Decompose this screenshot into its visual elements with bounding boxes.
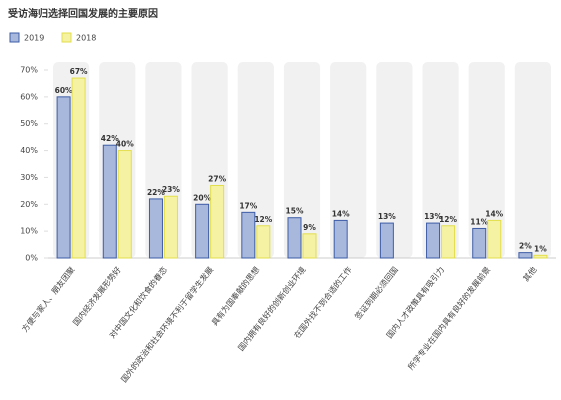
bar bbox=[102, 144, 117, 259]
x-tick-label: 其他 bbox=[521, 265, 539, 284]
value-label: 14% bbox=[485, 209, 503, 218]
x-tick-label: 国内经济发展形势好 bbox=[71, 265, 123, 328]
bar bbox=[163, 195, 178, 259]
value-label: 22% bbox=[147, 188, 165, 197]
legend-swatch bbox=[9, 32, 20, 43]
column-background bbox=[330, 62, 367, 258]
value-label: 13% bbox=[378, 212, 396, 221]
value-label: 17% bbox=[239, 201, 257, 210]
x-tick-label: 签证到期必须回国 bbox=[353, 265, 400, 322]
column-background bbox=[514, 62, 551, 258]
column-background bbox=[237, 62, 274, 258]
bar bbox=[472, 227, 487, 259]
y-tick-label: 20% bbox=[20, 200, 38, 209]
bar bbox=[117, 150, 132, 259]
y-tick-label: 70% bbox=[20, 66, 38, 75]
value-label: 67% bbox=[70, 67, 88, 76]
bar bbox=[287, 217, 302, 259]
y-tick-label: 10% bbox=[20, 227, 38, 236]
value-label: 27% bbox=[208, 174, 226, 183]
column-background bbox=[376, 62, 413, 258]
y-tick-label: 50% bbox=[20, 119, 38, 128]
x-tick-label: 所学专业在国内具有良好的发展前景 bbox=[406, 265, 493, 372]
y-tick-label: 30% bbox=[20, 173, 38, 182]
value-label: 13% bbox=[424, 212, 442, 221]
bar bbox=[487, 219, 502, 259]
value-label: 14% bbox=[332, 209, 350, 218]
x-tick-label: 国外的政治和社会环境不利于留学生发展 bbox=[119, 265, 216, 385]
x-tick-label: 方便与家人、朋友团聚 bbox=[20, 265, 77, 334]
value-label: 20% bbox=[193, 193, 211, 202]
bar bbox=[426, 222, 441, 259]
legend-swatch bbox=[61, 32, 72, 43]
value-label: 2% bbox=[519, 242, 532, 251]
y-tick-label: 40% bbox=[20, 146, 38, 155]
column-background bbox=[422, 62, 459, 258]
value-label: 9% bbox=[303, 223, 316, 232]
bar bbox=[518, 252, 533, 259]
bar bbox=[379, 222, 394, 259]
value-label: 12% bbox=[439, 215, 457, 224]
value-label: 60% bbox=[55, 86, 73, 95]
x-tick-label: 具有为国奉献的思想 bbox=[209, 265, 261, 328]
value-label: 11% bbox=[470, 217, 488, 226]
value-label: 40% bbox=[116, 140, 134, 149]
value-label: 42% bbox=[101, 134, 119, 143]
bar bbox=[71, 77, 86, 259]
value-label: 15% bbox=[286, 207, 304, 216]
chart-title: 受访海归选择回国发展的主要原因 bbox=[8, 7, 158, 20]
bar bbox=[195, 203, 210, 259]
bar bbox=[210, 184, 225, 259]
bar bbox=[56, 96, 71, 259]
column-background bbox=[283, 62, 321, 258]
y-tick-label: 0% bbox=[25, 254, 38, 263]
bar bbox=[241, 211, 256, 259]
column-background bbox=[468, 62, 505, 258]
legend-label: 2018 bbox=[76, 34, 96, 43]
value-label: 1% bbox=[534, 244, 547, 253]
bar bbox=[302, 233, 317, 259]
legend-label: 2019 bbox=[24, 34, 44, 43]
bar bbox=[256, 225, 271, 259]
y-tick-label: 60% bbox=[20, 92, 38, 101]
value-label: 12% bbox=[254, 215, 272, 224]
bar bbox=[333, 219, 348, 259]
bar bbox=[441, 225, 456, 259]
value-label: 23% bbox=[162, 185, 180, 194]
bar bbox=[148, 198, 163, 259]
bar bbox=[533, 254, 548, 259]
